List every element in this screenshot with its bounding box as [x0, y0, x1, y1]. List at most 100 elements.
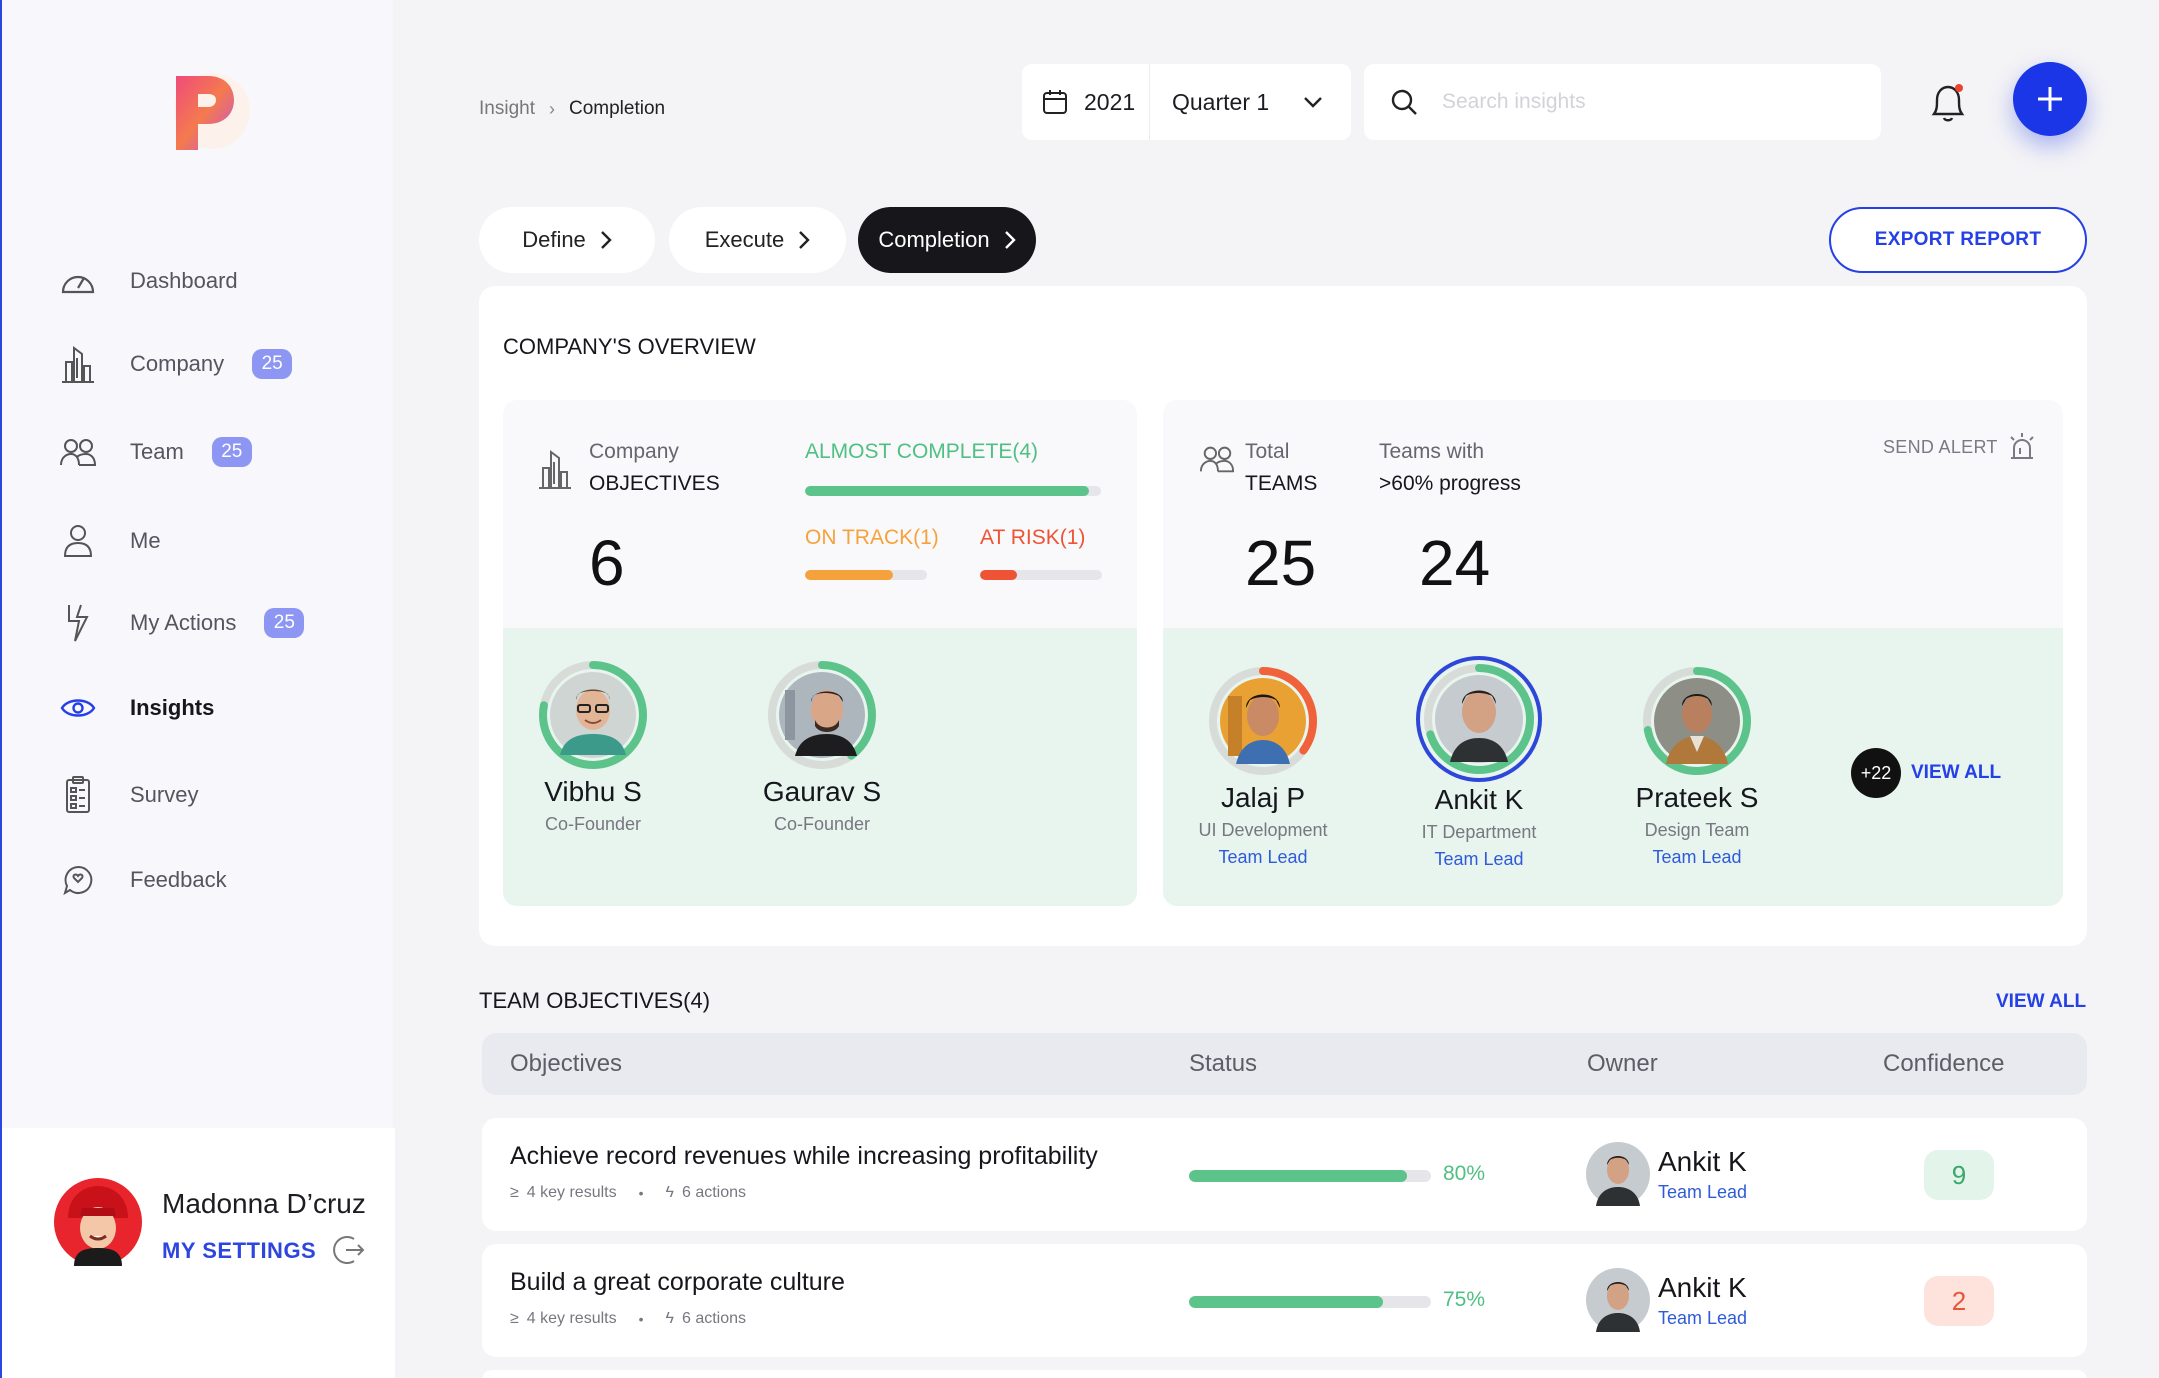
person-name: Vibhu S [544, 776, 642, 807]
count-badge: 25 [211, 437, 252, 467]
step-define[interactable]: Define [479, 207, 655, 273]
sidebar: Dashboard Company 25 Team 25 Me [0, 0, 395, 1378]
search-icon [1391, 89, 1417, 115]
export-report-button[interactable]: EXPORT REPORT [1829, 207, 2087, 273]
table-row[interactable]: Build a great corporate culture ≥ 4 key … [482, 1244, 2087, 1357]
step-execute[interactable]: Execute [669, 207, 846, 273]
sidebar-item-me[interactable]: Me [58, 516, 358, 566]
sidebar-item-feedback[interactable]: Feedback [58, 855, 358, 905]
quarter-select[interactable]: Quarter 1 [1150, 89, 1351, 116]
avatar [1642, 666, 1752, 776]
gauge-icon [58, 261, 98, 301]
on-track-bar [805, 570, 927, 580]
teams-progress-count: 24 [1419, 527, 1491, 599]
sidebar-item-team[interactable]: Team 25 [58, 427, 358, 477]
team-lead-card[interactable]: Prateek S Design Team Team Lead [1587, 666, 1807, 868]
avatar[interactable] [1586, 1268, 1650, 1332]
column-header-owner[interactable]: Owner [1587, 1050, 1658, 1077]
team-lead-card[interactable]: Jalaj P UI Development Team Lead [1163, 666, 1373, 868]
table-row[interactable]: Achieve record revenues while increasing… [482, 1118, 2087, 1231]
owner-role: Team Lead [1658, 1308, 1748, 1328]
chevron-right-icon [1004, 231, 1016, 249]
status-progress-bar [1189, 1170, 1431, 1182]
status-progress-bar [1189, 1296, 1431, 1308]
logout-icon[interactable] [332, 1233, 366, 1267]
plus-icon [2038, 87, 2062, 111]
company-objectives-panel: Company OBJECTIVES 6 ALMOST COMPLETE(4) … [503, 400, 1137, 906]
sidebar-item-insights[interactable]: Insights [58, 683, 358, 733]
bell-icon[interactable] [1928, 80, 1968, 124]
on-track-label: ON TRACK(1) [805, 526, 939, 549]
avatar[interactable] [54, 1178, 142, 1266]
column-header-objectives[interactable]: Objectives [510, 1050, 623, 1077]
person-role: Team Lead [1218, 847, 1308, 867]
person-department: IT Department [1421, 822, 1537, 842]
teams-label: TEAMS [1245, 472, 1318, 495]
building-icon [539, 450, 571, 489]
sidebar-item-survey[interactable]: Survey [58, 770, 358, 820]
sidebar-item-company[interactable]: Company 25 [58, 339, 358, 389]
company-overview-card: COMPANY'S OVERVIEW Company OBJECTIVES 6 … [479, 286, 2087, 946]
app-logo[interactable] [162, 66, 252, 166]
sidebar-item-label: Company [130, 351, 225, 376]
sidebar-item-label: Feedback [130, 867, 227, 892]
person-role: Team Lead [1652, 847, 1742, 867]
team-leads-section: Jalaj P UI Development Team Lead [1163, 628, 2063, 906]
send-alert-button[interactable]: SEND ALERT [1883, 432, 2036, 462]
table-row [482, 1370, 2087, 1378]
avatar [538, 660, 648, 770]
chevron-right-icon [600, 231, 612, 249]
avatar [1414, 654, 1544, 784]
avatar [767, 660, 877, 770]
year-value: 2021 [1084, 88, 1136, 115]
sidebar-item-label: Insights [130, 695, 215, 720]
key-results-icon: ≥ [510, 1310, 519, 1327]
sidebar-item-label: Survey [130, 782, 199, 807]
chevron-down-icon [1304, 97, 1323, 108]
period-selector: 2021 Quarter 1 [1022, 64, 1351, 140]
objective-title[interactable]: Achieve record revenues while increasing… [510, 1142, 1098, 1170]
step-completion[interactable]: Completion [858, 207, 1036, 273]
owner-name: Ankit K [1658, 1146, 1747, 1177]
bolt-icon: ϟ [665, 1184, 674, 1201]
column-header-confidence[interactable]: Confidence [1883, 1050, 2005, 1077]
breadcrumb: Insight › Completion [479, 98, 665, 120]
status-percent: 75% [1443, 1288, 1486, 1311]
objectives-label: OBJECTIVES [589, 472, 720, 495]
teams-panel: Total TEAMS 25 Teams with >60% progress … [1163, 400, 2063, 906]
count-badge: 25 [252, 349, 293, 379]
view-all-teams-link[interactable]: +22 VIEW ALL [1851, 748, 2001, 798]
search-input[interactable] [1442, 90, 1862, 114]
at-risk-label: AT RISK(1) [980, 526, 1086, 549]
sidebar-item-label: Dashboard [130, 268, 238, 293]
breadcrumb-parent[interactable]: Insight [479, 98, 535, 119]
actions-count: 6 actions [681, 1310, 747, 1327]
user-icon [58, 521, 98, 561]
person-name: Gaurav S [762, 776, 882, 807]
objective-title[interactable]: Build a great corporate culture [510, 1268, 845, 1296]
status-percent: 80% [1443, 1162, 1486, 1185]
teams-with-label: Teams with [1379, 440, 1485, 463]
key-results-count: 4 key results [526, 1184, 617, 1201]
person-name: Prateek S [1635, 782, 1759, 813]
sidebar-item-dashboard[interactable]: Dashboard [58, 256, 358, 306]
progress-threshold-label: >60% progress [1379, 472, 1521, 495]
calendar-icon [1043, 90, 1067, 114]
actions-count: 6 actions [681, 1184, 747, 1201]
person-name: Jalaj P [1220, 782, 1306, 813]
view-all-objectives-link[interactable]: VIEW ALL [1996, 991, 2087, 1012]
avatar[interactable] [1586, 1142, 1650, 1206]
separator-dot: • [638, 1185, 644, 1201]
year-select[interactable]: 2021 [1022, 64, 1150, 140]
add-button[interactable] [2013, 62, 2087, 136]
founder-card[interactable]: Gaurav S Co-Founder [712, 660, 932, 835]
team-lead-card[interactable]: Ankit K IT Department Team Lead [1369, 654, 1589, 870]
sidebar-item-label: My Actions [130, 610, 237, 635]
founder-card[interactable]: Vibhu S Co-Founder [503, 660, 703, 835]
clipboard-icon [58, 775, 98, 815]
key-results-count: 4 key results [526, 1310, 617, 1327]
column-header-status[interactable]: Status [1189, 1050, 1258, 1077]
almost-complete-bar [805, 486, 1101, 496]
my-settings-link[interactable]: MY SETTINGS [162, 1238, 317, 1263]
sidebar-item-my-actions[interactable]: My Actions 25 [58, 598, 358, 648]
